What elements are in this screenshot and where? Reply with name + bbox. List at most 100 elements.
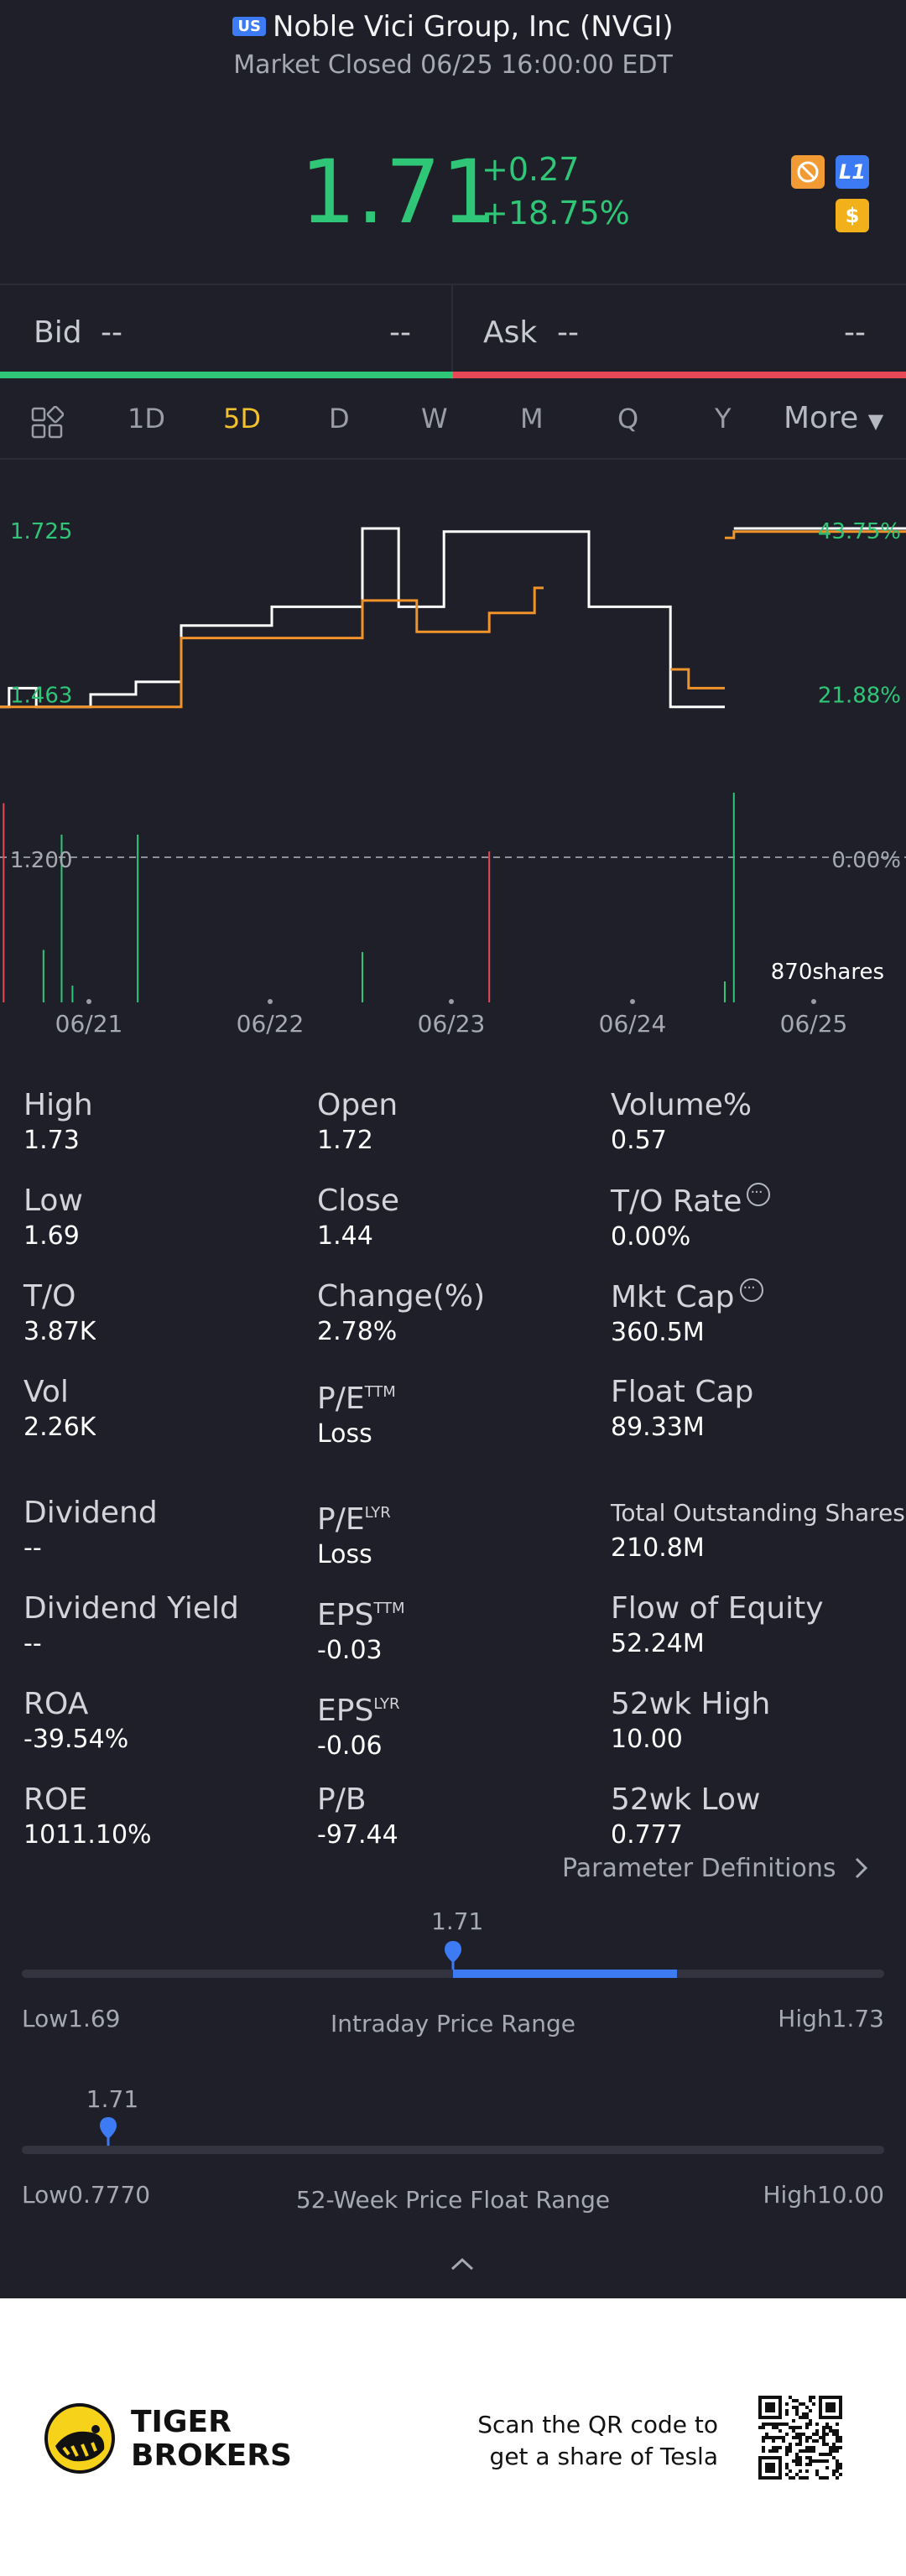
stat-label-text: EPS xyxy=(317,1598,374,1632)
qr-module xyxy=(809,2409,812,2412)
price-change-percent: +18.75% xyxy=(482,195,630,232)
qr-module xyxy=(792,2429,795,2433)
qr-module xyxy=(805,2456,809,2459)
qr-module xyxy=(795,2399,799,2402)
bid-price: -- xyxy=(101,315,122,350)
qr-module xyxy=(802,2402,805,2406)
stat-label-text: Total Outstanding Shares xyxy=(611,1499,905,1527)
intraday-high: High1.73 xyxy=(778,2005,884,2032)
qr-module xyxy=(785,2466,789,2469)
stat-label-text: Low xyxy=(23,1184,83,1218)
qr-module xyxy=(778,2446,782,2449)
qr-module xyxy=(785,2422,789,2426)
qr-module xyxy=(836,2446,839,2449)
qr-module xyxy=(795,2409,799,2412)
parameter-definitions-link[interactable]: Parameter Definitions xyxy=(562,1854,871,1883)
stat-label-text: Open xyxy=(317,1088,398,1122)
qr-module xyxy=(795,2456,799,2459)
layout-grid-icon[interactable] xyxy=(30,406,64,440)
stock-name: Noble Vici Group, Inc (NVGI) xyxy=(272,10,674,44)
stat-label-text: 52wk High xyxy=(611,1687,771,1721)
week52-low: Low0.7770 xyxy=(22,2181,151,2209)
dollar-icon[interactable]: $ xyxy=(836,199,869,232)
qr-module xyxy=(802,2433,805,2436)
tab-w[interactable]: W xyxy=(421,403,448,435)
qr-module xyxy=(762,2446,765,2449)
qr-module xyxy=(799,2449,802,2453)
stat-label-text: Close xyxy=(317,1184,400,1218)
qr-module xyxy=(805,2476,809,2480)
qr-module xyxy=(832,2443,836,2446)
stat-value: -0.03 xyxy=(317,1636,383,1661)
qr-module xyxy=(772,2436,775,2439)
qr-module xyxy=(792,2399,795,2402)
intraday-5d-chart[interactable]: 1.725 1.463 1.200 43.75% 21.88% 0.00% 870share… xyxy=(0,461,906,1049)
qr-module xyxy=(812,2433,815,2436)
qr-module xyxy=(799,2443,802,2446)
x-axis-date-label: 06/22 xyxy=(237,1010,305,1038)
tab-m[interactable]: M xyxy=(520,403,544,435)
stat-label: Low xyxy=(23,1183,83,1220)
bid-size: -- xyxy=(389,315,411,350)
level1-icon[interactable]: L1 xyxy=(836,155,869,189)
qr-module xyxy=(789,2476,792,2480)
qr-module xyxy=(772,2446,775,2449)
y-axis-price-label: 1.725 xyxy=(10,519,72,544)
stat-label-text: T/O Rate xyxy=(611,1184,742,1219)
stat-label: P/ELYR xyxy=(317,1495,391,1538)
y-axis-price-label: 1.463 xyxy=(10,684,72,709)
stat-label-text: P/B xyxy=(317,1782,367,1817)
qr-module xyxy=(789,2446,792,2449)
price-series-line xyxy=(670,668,725,690)
chevron-up-icon[interactable] xyxy=(450,2256,475,2272)
stat-t-o-rate: T/O Rate 0.00% xyxy=(611,1174,771,1247)
caret-down-icon: ▼ xyxy=(867,409,884,433)
stock-title: US Noble Vici Group, Inc (NVGI) xyxy=(0,10,906,44)
stat-label: T/O Rate xyxy=(611,1174,771,1220)
qr-module xyxy=(792,2419,795,2422)
no-trade-icon[interactable] xyxy=(791,155,825,189)
qr-module xyxy=(762,2449,765,2453)
chevron-right-icon xyxy=(844,1854,871,1883)
brand-name-line1: TIGER xyxy=(131,2405,232,2439)
tab-d[interactable]: D xyxy=(329,403,350,435)
qr-code-icon[interactable] xyxy=(758,2396,842,2480)
qr-module xyxy=(785,2446,789,2449)
stat-label-text: High xyxy=(23,1088,93,1122)
qr-module xyxy=(795,2443,799,2446)
qr-module xyxy=(822,2453,825,2456)
info-icon[interactable] xyxy=(739,1270,763,1307)
stat-value: -- xyxy=(23,1629,42,1654)
info-icon[interactable] xyxy=(747,1174,771,1211)
qr-module xyxy=(815,2433,819,2436)
stat-roe: ROE 1011.10% xyxy=(23,1782,152,1845)
qr-module xyxy=(785,2453,789,2456)
market-status: Market Closed 06/25 16:00:00 EDT xyxy=(233,50,673,80)
tab-y[interactable]: Y xyxy=(715,403,732,435)
qr-module xyxy=(809,2446,812,2449)
stock-detail-screen: US Noble Vici Group, Inc (NVGI) Market Cl… xyxy=(0,0,906,2298)
stat-label: Open xyxy=(317,1087,398,1124)
x-axis-date-label: 06/24 xyxy=(599,1010,667,1038)
qr-module xyxy=(832,2469,836,2473)
stat-close: Close 1.44 xyxy=(317,1183,399,1246)
qr-module xyxy=(829,2453,832,2456)
tab-1d[interactable]: 1D xyxy=(128,403,165,435)
more-label: More xyxy=(784,401,859,435)
qr-module xyxy=(832,2456,836,2459)
qr-module xyxy=(805,2416,809,2419)
more-periods-dropdown[interactable]: More ▼ xyxy=(784,401,883,435)
qr-module xyxy=(832,2429,836,2433)
tab-5d[interactable]: 5D xyxy=(223,403,261,435)
qr-module xyxy=(805,2469,809,2473)
y-axis-percent-label: 43.75% xyxy=(818,519,901,544)
qr-module xyxy=(805,2422,809,2426)
qr-module xyxy=(765,2436,768,2439)
stat-value: Loss xyxy=(317,1540,372,1565)
tab-q[interactable]: Q xyxy=(617,403,639,435)
qr-module xyxy=(799,2426,802,2429)
qr-module xyxy=(799,2459,802,2463)
qr-module xyxy=(839,2473,842,2476)
stat-label: ROE xyxy=(23,1782,152,1819)
qr-module xyxy=(795,2463,799,2466)
